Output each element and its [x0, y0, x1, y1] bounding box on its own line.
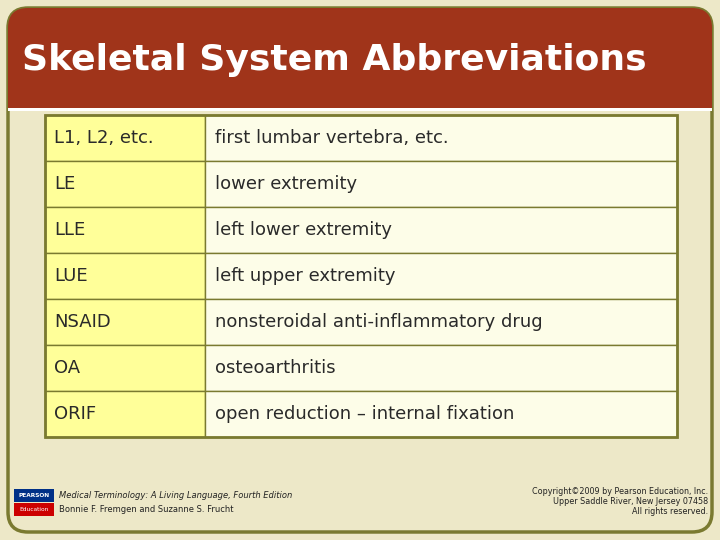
FancyBboxPatch shape [8, 8, 712, 532]
Bar [205, 345, 677, 391]
Bar [205, 161, 677, 207]
Bar [45, 253, 205, 299]
Text: PEARSON: PEARSON [19, 493, 50, 498]
Text: nonsteroidal anti-inflammatory drug: nonsteroidal anti-inflammatory drug [215, 313, 543, 331]
Bar [205, 207, 677, 253]
Bar [205, 299, 677, 345]
Text: Skeletal System Abbreviations: Skeletal System Abbreviations [22, 43, 647, 77]
Text: All rights reserved.: All rights reserved. [632, 507, 708, 516]
Bar [45, 345, 205, 391]
Bar [8, 108, 712, 111]
Text: OA: OA [54, 359, 80, 377]
Bar [45, 299, 205, 345]
Text: Education: Education [19, 507, 49, 512]
Bar [45, 207, 205, 253]
Text: ORIF: ORIF [54, 405, 96, 423]
Text: Copyright©2009 by Pearson Education, Inc.: Copyright©2009 by Pearson Education, Inc… [532, 487, 708, 496]
Bar [14, 489, 54, 502]
Text: Medical Terminology: A Living Language, Fourth Edition: Medical Terminology: A Living Language, … [59, 491, 292, 501]
Bar [205, 391, 677, 437]
Bar [8, 78, 712, 110]
Bar [45, 115, 677, 437]
Text: left upper extremity: left upper extremity [215, 267, 395, 285]
Bar [14, 503, 54, 516]
Bar [205, 253, 677, 299]
Bar [45, 391, 205, 437]
Text: lower extremity: lower extremity [215, 175, 357, 193]
Text: Upper Saddle River, New Jersey 07458: Upper Saddle River, New Jersey 07458 [553, 496, 708, 505]
Text: LUE: LUE [54, 267, 88, 285]
Text: NSAID: NSAID [54, 313, 111, 331]
Text: first lumbar vertebra, etc.: first lumbar vertebra, etc. [215, 129, 449, 147]
Text: LE: LE [54, 175, 76, 193]
Bar [45, 161, 205, 207]
Bar [205, 115, 677, 161]
Text: L1, L2, etc.: L1, L2, etc. [54, 129, 153, 147]
Text: LLE: LLE [54, 221, 85, 239]
Text: osteoarthritis: osteoarthritis [215, 359, 336, 377]
Text: left lower extremity: left lower extremity [215, 221, 392, 239]
Bar [45, 115, 205, 161]
Text: Bonnie F. Fremgen and Suzanne S. Frucht: Bonnie F. Fremgen and Suzanne S. Frucht [59, 505, 233, 515]
Text: open reduction – internal fixation: open reduction – internal fixation [215, 405, 514, 423]
FancyBboxPatch shape [8, 8, 712, 108]
